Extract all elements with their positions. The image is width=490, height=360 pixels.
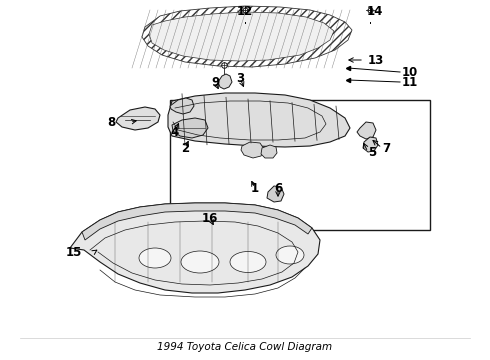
Ellipse shape [276,246,304,264]
Polygon shape [168,93,350,147]
Polygon shape [82,203,312,240]
Text: 6: 6 [274,181,282,194]
Polygon shape [142,6,352,67]
Text: 15: 15 [66,246,82,258]
Polygon shape [241,142,264,158]
Text: 1994 Toyota Celica Cowl Diagram: 1994 Toyota Celica Cowl Diagram [157,342,333,352]
Text: 16: 16 [202,211,218,225]
Text: 3: 3 [236,72,244,85]
Ellipse shape [139,248,171,268]
Text: 8: 8 [107,116,115,129]
Text: 10: 10 [402,66,418,78]
Text: 4: 4 [171,126,179,139]
Polygon shape [267,186,284,202]
Text: 2: 2 [181,141,189,154]
Polygon shape [116,107,160,130]
Polygon shape [170,98,194,114]
Ellipse shape [181,251,219,273]
Polygon shape [261,145,277,158]
Text: 12: 12 [237,5,253,18]
Polygon shape [172,118,208,138]
Polygon shape [70,203,320,293]
Polygon shape [149,12,334,61]
Text: 7: 7 [382,141,390,154]
Ellipse shape [230,252,266,273]
Bar [170,100,430,230]
Polygon shape [363,137,378,152]
Text: 13: 13 [368,54,384,67]
Text: 1: 1 [251,181,259,194]
Text: 14: 14 [367,5,383,18]
Text: 5: 5 [368,145,376,158]
Text: 11: 11 [402,76,418,89]
Polygon shape [357,122,376,139]
Text: 9: 9 [211,76,219,89]
Polygon shape [218,74,232,89]
